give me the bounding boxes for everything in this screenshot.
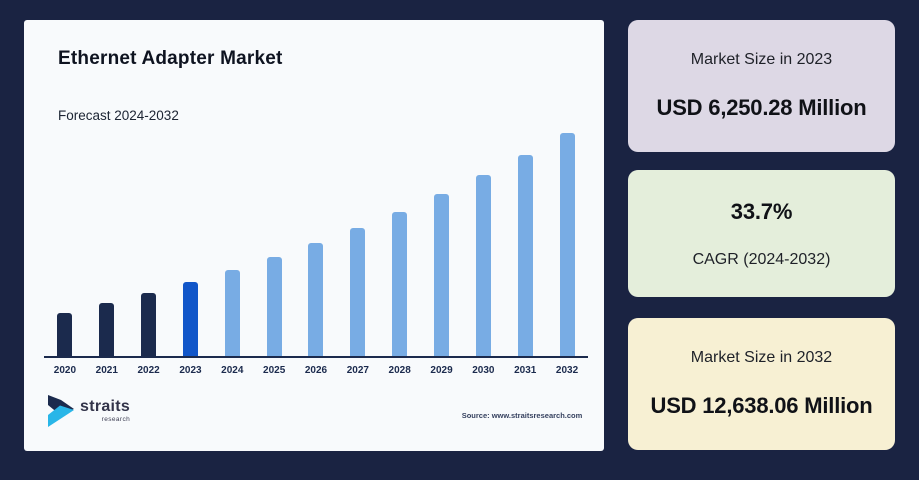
stat-card-label: Market Size in 2023 (690, 51, 833, 68)
logo-wordmark-block: straits research (80, 397, 131, 424)
stat-card-value: 33.7% (730, 198, 793, 224)
bar-col-2029 (421, 124, 463, 356)
logo-wordmark: straits (80, 397, 131, 415)
bar-col-2022 (128, 124, 170, 356)
x-tick-2020: 2020 (53, 365, 77, 376)
bar-col-2032 (546, 124, 588, 356)
stat-card-cagr: 33.7% CAGR (2024-2032) (628, 170, 895, 297)
bar-col-2030 (462, 124, 504, 356)
bar-2024 (224, 270, 240, 356)
straits-research-logo: straits research (46, 394, 130, 428)
bar-2026 (308, 243, 324, 356)
x-tick-2031: 2031 (514, 365, 537, 376)
chart-panel: Ethernet Adapter Market Forecast 2024-20… (24, 20, 604, 451)
chart-title: Ethernet Adapter Market (58, 48, 283, 69)
bar-2023 (182, 282, 198, 356)
bar-chart: 2020 2021 2022 2023 2024 2025 2026 2027 2028 2029… (44, 124, 588, 376)
x-tick-2028: 2028 (388, 365, 411, 376)
stat-card-label: Market Size in 2032 (690, 349, 833, 366)
bar-2031 (517, 154, 533, 356)
x-axis-tick-labels: 2020 2021 2022 2023 2024 2025 2026 2027 2028 2029… (44, 365, 588, 376)
chart-subtitle: Forecast 2024-2032 (58, 108, 179, 123)
x-tick-2030: 2030 (472, 365, 495, 376)
bar-2025 (266, 257, 282, 356)
bar-chart-plot-area (44, 124, 588, 356)
bar-2029 (434, 194, 450, 356)
bar-col-2025 (253, 124, 295, 356)
bar-col-2028 (379, 124, 421, 356)
bar-col-2024 (211, 124, 253, 356)
x-tick-2023: 2023 (179, 365, 202, 376)
x-tick-2021: 2021 (95, 365, 118, 376)
bar-col-2031 (504, 124, 546, 356)
stat-card-market-size-2023: Market Size in 2023 USD 6,250.28 Million (628, 20, 895, 152)
bar-2022 (141, 293, 157, 356)
x-tick-2032: 2032 (555, 365, 579, 376)
bar-col-2026 (295, 124, 337, 356)
x-tick-2026: 2026 (304, 365, 328, 376)
x-tick-2025: 2025 (263, 365, 286, 376)
bar-2028 (392, 212, 408, 356)
bar-col-2027 (337, 124, 379, 356)
stat-card-label: CAGR (2024-2032) (692, 250, 831, 268)
bar-col-2020 (44, 124, 86, 356)
x-tick-2029: 2029 (430, 365, 453, 376)
stat-card-value: USD 6,250.28 Million (656, 95, 867, 120)
bar-col-2021 (86, 124, 128, 356)
bar-col-2023 (170, 124, 212, 356)
bar-2030 (475, 175, 491, 356)
logo-subtext: research (101, 415, 131, 423)
bar-2027 (350, 228, 366, 356)
x-axis-line (44, 356, 588, 358)
source-attribution: Source: www.straitsresearch.com (461, 411, 583, 420)
bar-2021 (99, 303, 115, 356)
x-tick-2022: 2022 (137, 365, 160, 376)
x-tick-2024: 2024 (221, 365, 244, 376)
bar-2020 (57, 312, 73, 356)
stat-card-market-size-2032: Market Size in 2032 USD 12,638.06 Millio… (628, 318, 895, 450)
straits-logo-icon (48, 395, 74, 427)
x-tick-2027: 2027 (346, 365, 369, 376)
bar-2032 (559, 132, 575, 356)
stat-card-value: USD 12,638.06 Million (650, 393, 873, 418)
